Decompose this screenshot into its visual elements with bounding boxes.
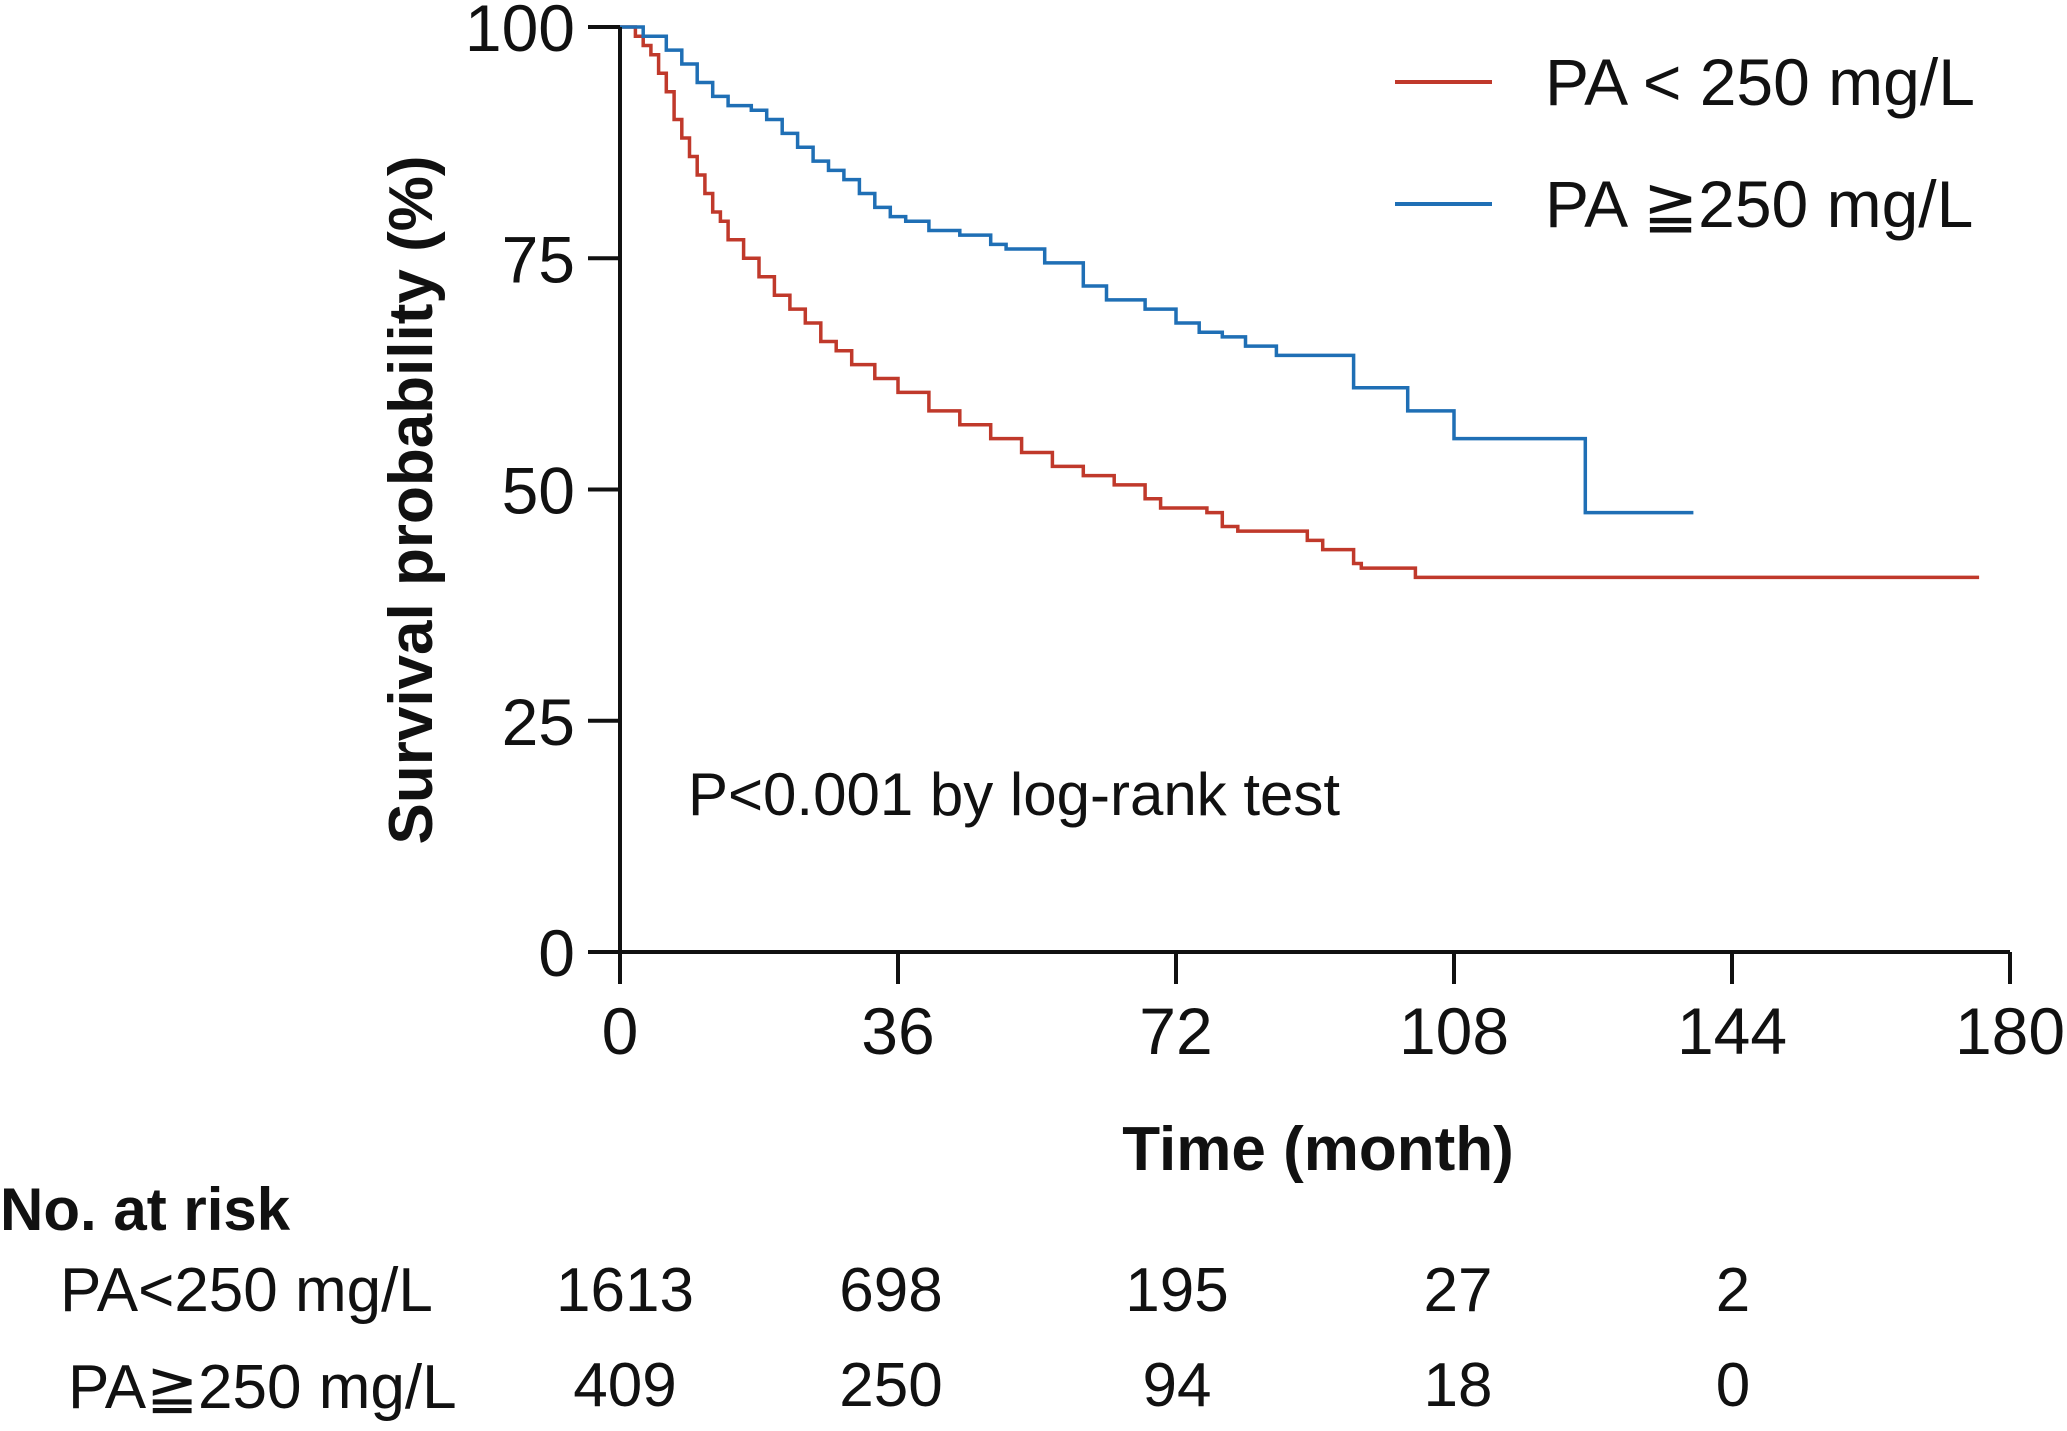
x-tick-label: 180	[1955, 994, 2065, 1068]
y-tick-label: 0	[538, 916, 575, 990]
x-tick-label: 72	[1139, 994, 1212, 1068]
y-tick-label: 50	[502, 454, 575, 528]
at-risk-value: 0	[1715, 1351, 1751, 1420]
y-tick-label: 100	[465, 0, 575, 65]
at-risk-value: 1613	[556, 1256, 694, 1325]
y-tick-label: 25	[502, 685, 575, 759]
survival-curve-series-1	[620, 25, 1980, 580]
y-tick-label: 75	[502, 222, 575, 296]
at-risk-value: 195	[1125, 1256, 1229, 1325]
x-tick-label: 144	[1677, 994, 1787, 1068]
p-value-annotation: P<0.001 by log-rank test	[688, 761, 1340, 828]
legend-label-series-2: PA ≧250 mg/L	[1545, 167, 1973, 241]
survival-curve-series-2	[620, 25, 1694, 515]
x-tick-label: 36	[861, 994, 934, 1068]
x-tick-label: 0	[602, 994, 639, 1068]
at-risk-value: 27	[1423, 1256, 1493, 1325]
at-risk-value: 698	[839, 1256, 943, 1325]
at-risk-value: 409	[573, 1351, 677, 1420]
legend-label-series-1: PA < 250 mg/L	[1545, 45, 1975, 119]
x-tick-label: 108	[1399, 994, 1509, 1068]
x-axis-title: Time (month)	[1122, 1115, 1514, 1184]
at-risk-row-label: PA≧250 mg/L	[68, 1353, 457, 1422]
at-risk-value: 250	[839, 1351, 943, 1420]
at-risk-row-label: PA<250 mg/L	[60, 1256, 433, 1325]
at-risk-value: 18	[1423, 1351, 1493, 1420]
y-axis-title: Survival probability (%)	[377, 155, 446, 844]
at-risk-value: 94	[1142, 1351, 1212, 1420]
at-risk-title: No. at risk	[0, 1176, 291, 1243]
legend: PA < 250 mg/L PA ≧250 mg/L	[1395, 45, 1975, 241]
at-risk-value: 2	[1715, 1256, 1751, 1325]
